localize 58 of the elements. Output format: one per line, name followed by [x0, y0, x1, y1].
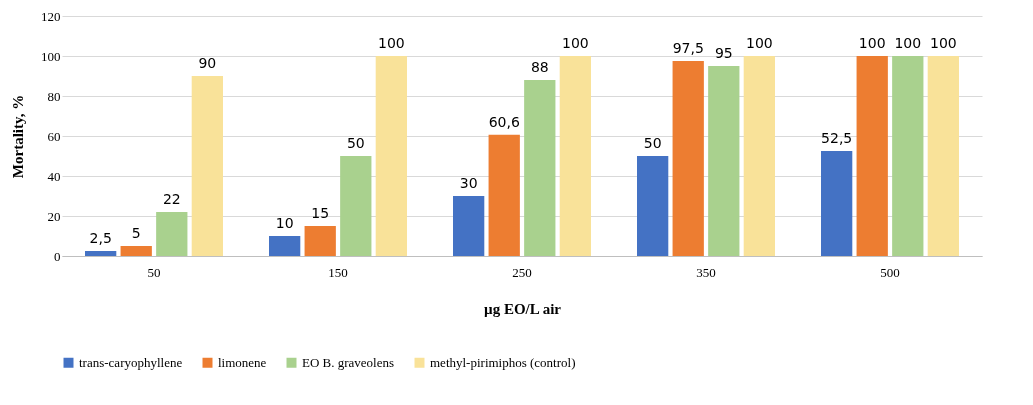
legend-label: trans-caryophyllene: [79, 354, 183, 370]
bar: [821, 151, 853, 256]
bar: [672, 61, 704, 256]
bar: [156, 212, 188, 256]
bar: [708, 66, 740, 256]
data-label: 22: [162, 191, 181, 207]
data-label: 30: [459, 175, 478, 191]
x-axis-title: µg EO/L air: [484, 300, 562, 317]
bar: [453, 196, 485, 256]
data-label: 10: [275, 215, 294, 231]
data-label: 50: [643, 135, 662, 151]
data-label: 88: [530, 59, 549, 75]
x-tick-label: 250: [512, 264, 532, 280]
legend-label: methyl-pirimiphos (control): [430, 354, 576, 370]
bar: [304, 226, 336, 256]
data-label: 50: [346, 135, 365, 151]
legend-label: limonene: [218, 354, 267, 370]
y-tick-label: 20: [47, 208, 61, 224]
data-label: 97,5: [672, 40, 704, 56]
data-label: 15: [311, 205, 330, 221]
bar: [637, 156, 669, 256]
bar: [524, 80, 556, 256]
y-tick-label: 80: [47, 88, 61, 104]
bar: [892, 56, 924, 256]
bar: [120, 246, 152, 256]
data-label: 100: [745, 35, 773, 51]
data-label: 5: [131, 225, 141, 241]
bar: [559, 56, 591, 256]
x-tick-label: 150: [328, 264, 348, 280]
legend-label: EO B. graveolens: [302, 354, 395, 370]
bar: [85, 251, 117, 256]
bar: [191, 76, 223, 256]
y-tick-label: 100: [41, 48, 61, 64]
bar: [269, 236, 301, 256]
data-label: 95: [714, 45, 733, 61]
data-label: 52,5: [821, 130, 853, 146]
x-tick-label: 500: [880, 264, 900, 280]
bar: [375, 56, 407, 256]
data-label: 100: [377, 35, 405, 51]
data-label: 100: [858, 35, 886, 51]
bar: [856, 56, 888, 256]
data-label: 90: [198, 55, 217, 71]
y-tick-label: 40: [47, 168, 61, 184]
y-tick-label: 60: [47, 128, 61, 144]
y-tick-label: 0: [54, 248, 61, 264]
bar: [488, 134, 520, 256]
y-tick-label: 120: [41, 8, 61, 24]
data-label: 100: [929, 35, 957, 51]
bar: [927, 56, 959, 256]
data-label: 100: [561, 35, 589, 51]
data-label: 60,6: [488, 113, 520, 130]
x-tick-label: 350: [696, 264, 716, 280]
y-axis-title: Mortality, %: [10, 94, 26, 179]
data-label: 100: [894, 35, 922, 51]
x-tick-label: 50: [147, 264, 161, 280]
bar: [743, 56, 775, 256]
data-label: 2,5: [89, 230, 112, 246]
bar: [340, 156, 372, 256]
